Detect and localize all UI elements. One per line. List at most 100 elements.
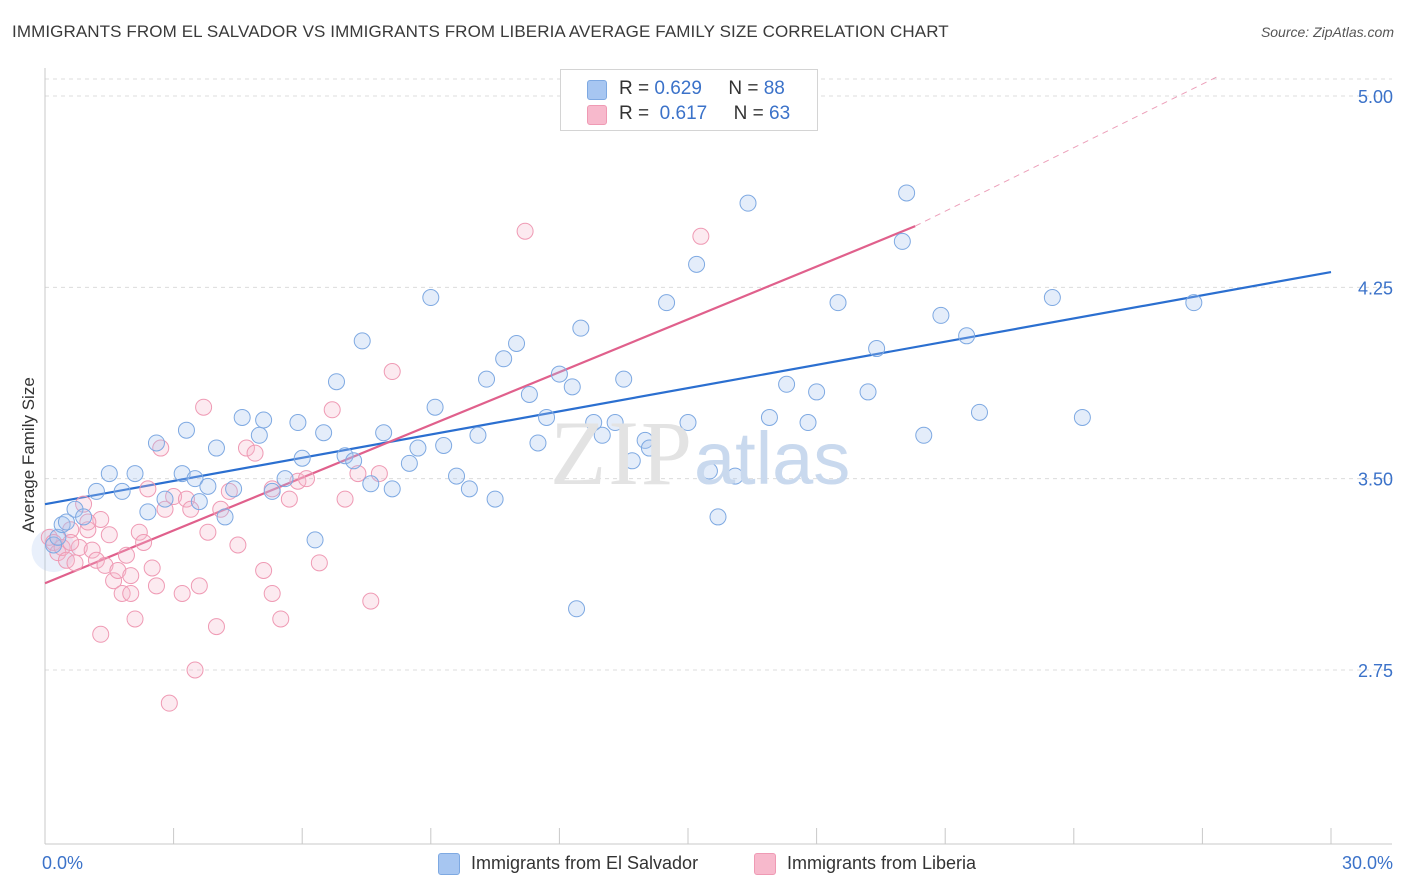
point-liberia [255, 562, 273, 580]
point-el-salvador [478, 370, 496, 388]
point-liberia [195, 398, 213, 416]
point-liberia [207, 618, 225, 636]
point-el-salvador [679, 414, 697, 432]
point-liberia [66, 554, 84, 572]
legend-stats-liberia: R = 0.617 N = 63 [619, 103, 790, 125]
point-el-salvador [868, 340, 886, 358]
correlation-legend: R = 0.629 N = 88 R = 0.617 N = 63 [560, 69, 818, 131]
point-liberia [272, 610, 290, 628]
point-liberia [349, 465, 367, 483]
point-liberia [246, 444, 264, 462]
point-el-salvador [760, 408, 778, 426]
point-el-salvador [400, 454, 418, 472]
y-tick-label: 4.25 [1358, 278, 1393, 298]
point-el-salvador [147, 434, 165, 452]
x-tick-label-max: 30.0% [1342, 853, 1393, 873]
point-el-salvador [469, 426, 487, 444]
point-el-salvador [75, 508, 93, 526]
point-liberia [113, 584, 131, 602]
point-el-salvador [495, 350, 513, 368]
point-liberia [109, 562, 127, 580]
point-el-salvador [426, 398, 444, 416]
r-value: 0.629 [654, 78, 702, 99]
r-label: R = [619, 78, 650, 99]
point-liberia [130, 523, 148, 541]
point-liberia [263, 584, 281, 602]
point-el-salvador [486, 490, 504, 508]
point-liberia [297, 470, 315, 488]
axes [44, 68, 1392, 845]
point-liberia [62, 521, 80, 539]
watermark: ZIPatlas [550, 400, 850, 506]
point-liberia [75, 495, 93, 513]
point-el-salvador [57, 513, 75, 531]
watermark-atlas: atlas [694, 417, 851, 500]
point-liberia [122, 567, 140, 585]
point-el-salvador [100, 465, 118, 483]
r-value: 0.617 [659, 103, 708, 124]
point-el-salvador [550, 365, 568, 383]
point-liberia [336, 490, 354, 508]
point-el-salvador [778, 375, 796, 393]
chart-title: IMMIGRANTS FROM EL SALVADOR VS IMMIGRANT… [12, 22, 949, 41]
point-liberia [100, 526, 118, 544]
tick-labels: 2.75 3.50 4.25 5.00 0.0% 30.0% [42, 87, 1393, 873]
point-el-salvador [688, 255, 706, 273]
point-liberia [96, 556, 114, 574]
legend-swatch-liberia [587, 105, 607, 125]
point-el-salvador [623, 452, 641, 470]
point-liberia [323, 401, 341, 419]
point-el-salvador [709, 508, 727, 526]
point-el-salvador [520, 385, 538, 403]
point-el-salvador [207, 439, 225, 457]
point-liberia [126, 610, 144, 628]
point-el-salvador [448, 467, 466, 485]
point-el-salvador [829, 294, 847, 312]
point-el-salvador [726, 467, 744, 485]
point-liberia [280, 490, 298, 508]
legend-swatch-el-salvador [587, 80, 607, 100]
point-liberia [383, 363, 401, 381]
r-label: R = [619, 103, 650, 124]
point-el-salvador [640, 439, 658, 457]
point-el-salvador [250, 426, 268, 444]
point-el-salvador [636, 431, 654, 449]
n-label: N = [733, 103, 764, 124]
point-liberia [143, 559, 161, 577]
point-el-salvador [45, 536, 63, 554]
watermark-zip: ZIP [550, 402, 694, 504]
point-el-salvador [233, 408, 251, 426]
point-el-salvador [915, 426, 933, 444]
bottom-legend-label-el-salvador: Immigrants from El Salvador [471, 853, 699, 873]
point-el-salvador [173, 465, 191, 483]
point-el-salvador [932, 306, 950, 324]
point-liberia [70, 539, 88, 557]
point-liberia [105, 572, 123, 590]
point-el-salvador [859, 383, 877, 401]
point-liberia [92, 510, 110, 528]
point-liberia [173, 584, 191, 602]
y-axis-label: Average Family Size [19, 377, 38, 533]
point-el-salvador [799, 414, 817, 432]
point-liberia [186, 661, 204, 679]
point-el-salvador [970, 403, 988, 421]
point-el-salvador [353, 332, 371, 350]
point-el-salvador [87, 482, 105, 500]
point-el-salvador [606, 414, 624, 432]
point-el-salvador [700, 462, 718, 480]
point-el-salvador [276, 470, 294, 488]
bottom-legend-label-liberia: Immigrants from Liberia [787, 853, 977, 873]
point-el-salvador [538, 408, 556, 426]
point-el-salvador [255, 411, 273, 429]
point-el-salvador [1073, 408, 1091, 426]
point-el-salvador [585, 414, 603, 432]
point-liberia [83, 541, 101, 559]
point-liberia [62, 533, 80, 551]
point-liberia [229, 536, 247, 554]
point-liberia [310, 554, 328, 572]
point-liberia [139, 480, 157, 498]
point-el-salvador [113, 482, 131, 500]
point-el-salvador [375, 424, 393, 442]
scatter-points [31, 184, 1203, 712]
point-liberia [122, 584, 140, 602]
